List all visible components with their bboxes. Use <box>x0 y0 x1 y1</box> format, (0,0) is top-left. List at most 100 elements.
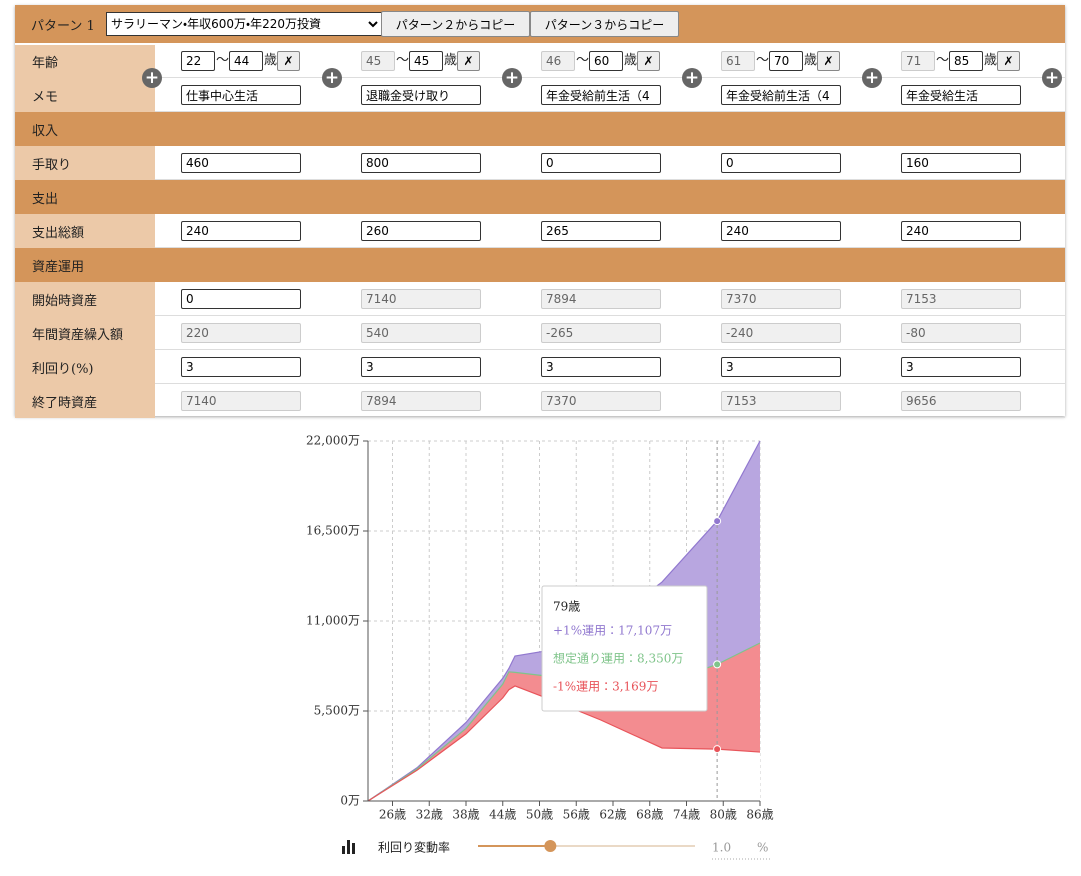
row-border <box>15 383 1065 384</box>
row-label: 終了時資産 <box>15 384 155 418</box>
value-input[interactable] <box>721 357 841 377</box>
slider-unit: % <box>757 841 768 855</box>
value-input[interactable] <box>541 357 661 377</box>
start-age-input[interactable] <box>541 51 575 71</box>
y-tick-label: 22,000万 <box>306 434 360 448</box>
value-input[interactable] <box>901 221 1021 241</box>
add-period-button[interactable]: + <box>322 68 342 88</box>
value-input[interactable] <box>721 221 841 241</box>
value-input[interactable] <box>181 323 301 343</box>
x-tick-label: 80歳 <box>710 808 737 822</box>
value-input[interactable] <box>901 289 1021 309</box>
y-tick-label: 0万 <box>340 794 360 808</box>
copy-button[interactable]: パターン３からコピー <box>530 11 679 37</box>
memo-input[interactable] <box>721 85 841 105</box>
end-age-input[interactable] <box>949 51 983 71</box>
value-input[interactable] <box>721 323 841 343</box>
start-age-input[interactable] <box>181 51 215 71</box>
value-input[interactable] <box>901 153 1021 173</box>
value-input[interactable] <box>361 391 481 411</box>
hover-point <box>713 660 722 669</box>
value-input[interactable] <box>541 391 661 411</box>
section-header: 支出 <box>15 180 1065 214</box>
delete-button[interactable]: ✗ <box>817 51 840 71</box>
slider-value: 1.0 <box>712 841 731 855</box>
x-tick-label: 26歳 <box>379 808 406 822</box>
value-input[interactable] <box>361 323 481 343</box>
value-input[interactable] <box>361 153 481 173</box>
tooltip-line: 想定通り運用：8,350万 <box>553 651 683 666</box>
value-input[interactable] <box>721 289 841 309</box>
add-period-button[interactable]: + <box>142 68 162 88</box>
x-tick-label: 50歳 <box>526 808 553 822</box>
age-unit: 歳 <box>984 53 998 68</box>
row-border <box>15 247 1065 248</box>
y-tick-label: 5,500万 <box>314 704 360 718</box>
value-input[interactable] <box>181 221 301 241</box>
delete-button[interactable]: ✗ <box>637 51 660 71</box>
age-separator: 〜 <box>216 53 230 68</box>
value-input[interactable] <box>361 289 481 309</box>
value-input[interactable] <box>541 289 661 309</box>
end-age-input[interactable] <box>409 51 443 71</box>
delete-button[interactable]: ✗ <box>277 51 300 71</box>
memo-input[interactable] <box>181 85 301 105</box>
series-line <box>367 685 761 802</box>
y-tick-label: 11,000万 <box>306 614 360 628</box>
pattern-select[interactable]: サラリーマン・年収600万・年220万投資 <box>106 12 382 36</box>
value-input[interactable] <box>361 221 481 241</box>
delete-button[interactable]: ✗ <box>997 51 1020 71</box>
memo-input[interactable] <box>901 85 1021 105</box>
value-input[interactable] <box>541 323 661 343</box>
row-border <box>15 179 1065 180</box>
row-border <box>15 111 1065 112</box>
value-input[interactable] <box>361 357 481 377</box>
row-label: 年間資産繰入額 <box>15 316 155 350</box>
delete-button[interactable]: ✗ <box>457 51 480 71</box>
row-border <box>15 77 1065 78</box>
value-input[interactable] <box>901 357 1021 377</box>
row-label: メモ <box>15 78 155 112</box>
value-input[interactable] <box>181 357 301 377</box>
add-period-button[interactable]: + <box>1042 68 1062 88</box>
add-period-button[interactable]: + <box>682 68 702 88</box>
add-period-button[interactable]: + <box>502 68 522 88</box>
x-tick-label: 68歳 <box>636 808 663 822</box>
value-input[interactable] <box>541 153 661 173</box>
value-input[interactable] <box>181 289 301 309</box>
age-unit: 歳 <box>264 53 278 68</box>
value-input[interactable] <box>541 221 661 241</box>
series-area <box>368 685 760 801</box>
x-tick-label: 38歳 <box>452 808 479 822</box>
x-tick-label: 56歳 <box>563 808 590 822</box>
memo-input[interactable] <box>541 85 661 105</box>
tooltip-line: -1%運用：3,169万 <box>553 680 658 694</box>
row-border <box>15 315 1065 316</box>
x-tick-label: 74歳 <box>673 808 700 822</box>
start-age-input[interactable] <box>361 51 395 71</box>
start-age-input[interactable] <box>721 51 755 71</box>
copy-button[interactable]: パターン２からコピー <box>381 11 530 37</box>
slider-knob[interactable] <box>544 840 557 852</box>
age-separator: 〜 <box>936 53 950 68</box>
y-tick-label: 16,500万 <box>306 524 360 538</box>
add-period-button[interactable]: + <box>862 68 882 88</box>
chart-icon <box>342 840 355 854</box>
chart: 0万 5,500万 11,000万 16,500万 22,000万 26歳 32歳 38歳 44… <box>306 434 774 860</box>
value-input[interactable] <box>181 153 301 173</box>
value-input[interactable] <box>181 391 301 411</box>
value-input[interactable] <box>721 391 841 411</box>
end-age-input[interactable] <box>589 51 623 71</box>
value-input[interactable] <box>721 153 841 173</box>
end-age-input[interactable] <box>229 51 263 71</box>
value-input[interactable] <box>901 323 1021 343</box>
value-input[interactable] <box>901 391 1021 411</box>
memo-input[interactable] <box>361 85 481 105</box>
start-age-input[interactable] <box>901 51 935 71</box>
x-tick-label: 62歳 <box>599 808 626 822</box>
end-age-input[interactable] <box>769 51 803 71</box>
row-border <box>15 417 1065 418</box>
age-unit: 歳 <box>624 53 638 68</box>
row-label: 年齢 <box>15 45 155 78</box>
tooltip-title: 79歳 <box>553 600 580 614</box>
